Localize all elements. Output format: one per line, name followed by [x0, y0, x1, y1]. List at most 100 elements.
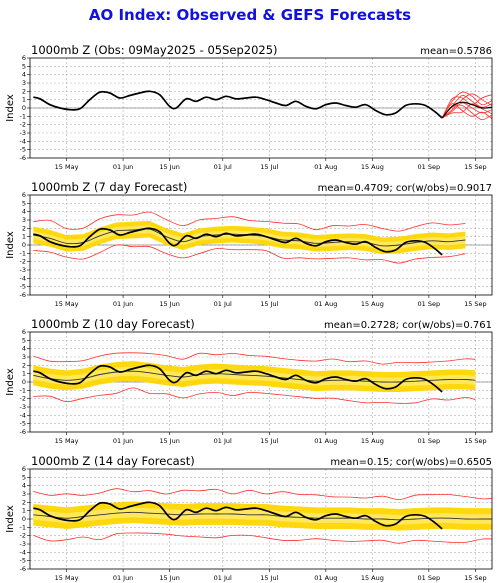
- x-tick-label: 01 Sep: [418, 437, 441, 445]
- panel-title: 1000mb Z (14 day Forecast): [31, 454, 195, 468]
- forecast-upper-envelope: [33, 352, 476, 365]
- x-tick-label: 15 Jun: [159, 574, 180, 582]
- y-tick-label: 4: [22, 208, 26, 216]
- y-tick-label: -2: [20, 532, 26, 540]
- forecast-inner-band: [33, 507, 493, 525]
- ensemble-member-line: [441, 93, 493, 119]
- ensemble-member-line: [441, 91, 493, 119]
- x-tick-label: 01 Jul: [214, 437, 232, 445]
- y-tick-label: 2: [22, 87, 26, 95]
- x-tick-label: 01 Sep: [418, 574, 441, 582]
- x-tick-label: 15 Sep: [464, 163, 487, 171]
- y-tick-label: 4: [22, 345, 26, 353]
- y-tick-label: 3: [22, 79, 26, 87]
- y-tick-label: -2: [20, 395, 26, 403]
- chart-panel-1: 1000mb Z (Obs: 09May2025 - 05Sep2025) mea…: [5, 43, 493, 171]
- panel-stat: mean=0.5786: [420, 46, 492, 57]
- ensemble-member-line: [441, 102, 493, 119]
- y-tick-label: 6: [22, 54, 26, 62]
- y-tick-label: 4: [22, 71, 26, 79]
- forecast-mean-line: [33, 370, 476, 383]
- y-tick-label: -5: [20, 420, 26, 428]
- x-tick-label: 15 Aug: [361, 163, 384, 171]
- y-tick-label: 3: [22, 490, 26, 498]
- y-tick-label: 5: [22, 473, 26, 481]
- y-tick-label: -6: [20, 428, 26, 436]
- x-tick-label: 15 May: [55, 300, 79, 308]
- forecast-lower-envelope: [33, 387, 476, 404]
- y-tick-label: 1: [22, 507, 26, 515]
- forecast-mean-line: [33, 511, 492, 521]
- y-tick-label: -3: [20, 540, 26, 548]
- y-tick-label: -3: [20, 266, 26, 274]
- y-tick-label: -5: [20, 283, 26, 291]
- x-tick-label: 15 Jul: [260, 300, 278, 308]
- y-tick-label: 2: [22, 361, 26, 369]
- x-tick-label: 15 Sep: [464, 437, 487, 445]
- x-tick-label: 15 Jun: [159, 300, 180, 308]
- x-tick-label: 01 Aug: [314, 437, 337, 445]
- panel-title: 1000mb Z (10 day Forecast): [31, 317, 195, 331]
- x-tick-label: 01 Jul: [214, 300, 232, 308]
- y-tick-label: 0: [22, 104, 26, 112]
- x-tick-label: 15 May: [55, 437, 79, 445]
- y-tick-label: -6: [20, 565, 26, 573]
- y-tick-label: -1: [20, 112, 26, 120]
- x-tick-label: 01 Jun: [113, 300, 134, 308]
- y-tick-label: 6: [22, 465, 26, 473]
- y-tick-label: -4: [20, 274, 26, 282]
- x-tick-label: 01 Aug: [314, 163, 337, 171]
- panel-title: 1000mb Z (7 day Forecast): [31, 180, 187, 194]
- chart-panel-3: 1000mb Z (10 day Forecast) mean=0.2728; c…: [5, 317, 493, 445]
- x-tick-label: 15 Jun: [159, 163, 180, 171]
- ensemble-member-line: [441, 94, 493, 119]
- x-tick-label: 01 Jul: [214, 163, 232, 171]
- y-tick-label: -5: [20, 557, 26, 565]
- y-tick-label: -4: [20, 548, 26, 556]
- x-tick-label: 15 Aug: [361, 300, 384, 308]
- x-tick-label: 01 Jun: [113, 574, 134, 582]
- x-tick-label: 15 Sep: [464, 300, 487, 308]
- y-axis-label: Index: [5, 94, 16, 122]
- y-tick-label: 0: [22, 515, 26, 523]
- x-tick-label: 15 May: [55, 574, 79, 582]
- y-axis-label: Index: [5, 231, 16, 259]
- x-tick-label: 15 Aug: [361, 437, 384, 445]
- observed-series-line: [33, 364, 443, 393]
- y-tick-label: 5: [22, 336, 26, 344]
- y-axis-label: Index: [5, 505, 16, 533]
- ensemble-member-line: [441, 103, 493, 120]
- y-tick-label: 0: [22, 241, 26, 249]
- y-tick-label: 0: [22, 378, 26, 386]
- x-tick-label: 01 Sep: [418, 300, 441, 308]
- y-tick-label: -3: [20, 403, 26, 411]
- y-tick-label: -5: [20, 146, 26, 154]
- y-tick-label: -6: [20, 154, 26, 162]
- x-tick-label: 01 Aug: [314, 574, 337, 582]
- y-tick-label: -1: [20, 523, 26, 531]
- y-tick-label: 5: [22, 199, 26, 207]
- x-tick-label: 01 Sep: [418, 163, 441, 171]
- y-tick-label: -1: [20, 249, 26, 257]
- panel-stat: mean=0.15; cor(w/obs)=0.6505: [330, 457, 492, 468]
- y-tick-label: 5: [22, 62, 26, 70]
- forecast-upper-envelope: [33, 211, 466, 232]
- ensemble-mean-line: [441, 101, 493, 119]
- y-tick-label: 1: [22, 96, 26, 104]
- ensemble-member-line: [441, 103, 493, 119]
- x-tick-label: 15 Jul: [260, 163, 278, 171]
- x-tick-label: 15 Sep: [464, 574, 487, 582]
- y-tick-label: 3: [22, 216, 26, 224]
- x-tick-label: 15 Jul: [260, 574, 278, 582]
- chart-panel-4: 1000mb Z (14 day Forecast) mean=0.15; cor…: [5, 454, 493, 582]
- x-tick-label: 15 Aug: [361, 574, 384, 582]
- y-tick-label: -2: [20, 121, 26, 129]
- y-tick-label: -1: [20, 386, 26, 394]
- y-axis-label: Index: [5, 368, 16, 396]
- x-tick-label: 15 Jun: [159, 437, 180, 445]
- y-tick-label: -3: [20, 129, 26, 137]
- plot-frame: [29, 468, 493, 570]
- x-tick-label: 01 Jun: [113, 437, 134, 445]
- panel-stat: mean=0.4709; cor(w/obs)=0.9017: [318, 183, 492, 194]
